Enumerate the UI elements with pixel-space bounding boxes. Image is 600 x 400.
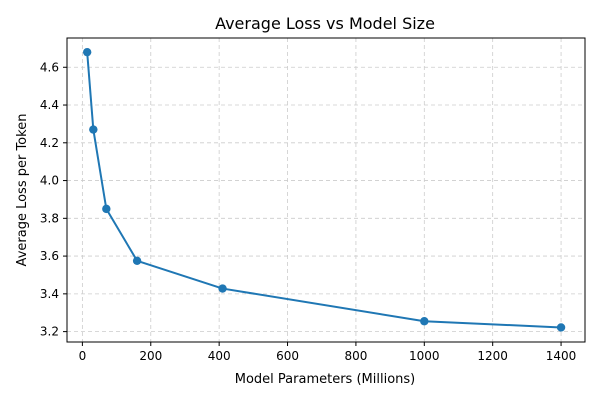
data-point: [420, 317, 429, 326]
chart-title: Average Loss vs Model Size: [215, 14, 435, 33]
y-axis-title: Average Loss per Token: [15, 114, 30, 267]
data-point: [89, 125, 98, 134]
x-tick-label: 600: [276, 349, 299, 363]
x-axis-title: Model Parameters (Millions): [235, 372, 415, 387]
data-point: [556, 323, 566, 332]
tick-marks: 0 200 400 600 800 1000 1200 1400 3.2 3.4 3.6 3.8 4.0…: [40, 60, 576, 363]
x-tick-label: 200: [139, 349, 162, 363]
plot-frame: [66, 37, 586, 343]
series-layer: [82, 47, 566, 332]
x-tick-label: 1000: [409, 349, 440, 363]
data-point: [82, 47, 92, 57]
y-tick-label: 4.6: [40, 60, 59, 74]
x-tick-label: 800: [344, 349, 367, 363]
data-point: [218, 284, 227, 293]
y-tick-label: 4.4: [40, 98, 59, 112]
y-tick-label: 4.0: [40, 174, 59, 188]
data-point: [102, 204, 111, 214]
y-tick-label: 3.8: [40, 211, 59, 225]
data-point: [132, 256, 142, 266]
x-tick-label: 1200: [477, 349, 508, 363]
grid-lines: [67, 38, 585, 342]
axes: [66, 37, 586, 343]
y-tick-label: 3.6: [40, 249, 59, 263]
y-tick-label: 3.4: [40, 287, 59, 301]
x-tick-label: 1400: [546, 349, 577, 363]
y-tick-label: 4.2: [40, 136, 59, 150]
y-tick-label: 3.2: [40, 325, 59, 339]
x-tick-label: 0: [79, 349, 87, 363]
x-tick-label: 400: [208, 349, 231, 363]
